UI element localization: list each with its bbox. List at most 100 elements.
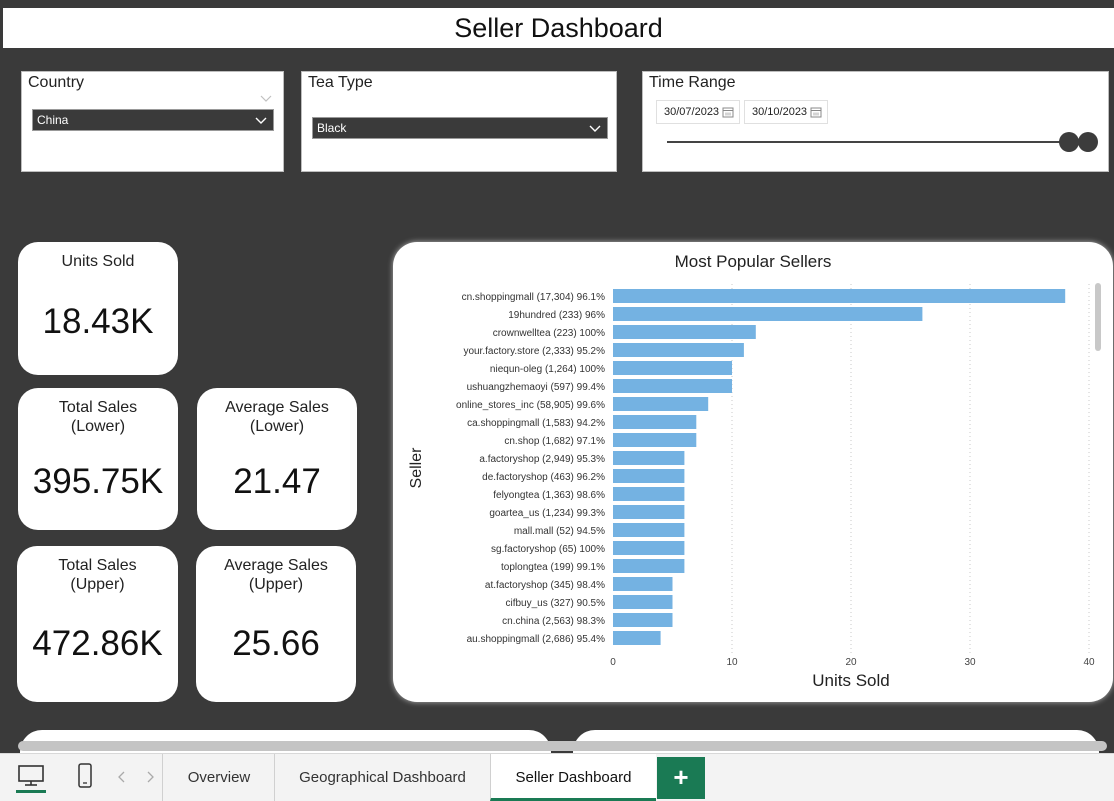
category-label: online_stores_inc (58,905) 99.6% [456, 400, 605, 411]
x-tick-label: 0 [610, 657, 616, 668]
time-range-slicer: Time Range 30/07/2023 30/10/2023 [642, 71, 1109, 172]
y-axis-label: Seller [408, 447, 425, 489]
add-page-button[interactable]: + [657, 757, 705, 799]
label-line: Average Sales [224, 557, 328, 574]
tea-type-label: Tea Type [308, 74, 373, 91]
date-range-start-handle[interactable] [1059, 132, 1079, 152]
category-label: ca.shoppingmall (1,583) 94.2% [467, 418, 605, 429]
tea-type-slicer: Tea Type Black [301, 71, 617, 172]
country-dropdown[interactable]: China [32, 109, 274, 131]
chart-title: Most Popular Sellers [675, 252, 832, 271]
x-tick-label: 30 [964, 657, 976, 668]
bar[interactable] [613, 325, 756, 339]
active-view-indicator [16, 790, 46, 793]
bar[interactable] [613, 613, 673, 627]
units-sold-label: Units Sold [61, 253, 135, 270]
end-date-input[interactable]: 30/10/2023 [744, 100, 828, 124]
title-bar: Seller Dashboard [3, 8, 1114, 48]
label-line: Average Sales [225, 399, 329, 416]
category-label: niequn-oleg (1,264) 100% [490, 364, 605, 375]
bar[interactable] [613, 289, 1066, 303]
category-label: crownwelltea (223) 100% [493, 328, 605, 339]
average-sales-lower-label: Average Sales (Lower) [197, 398, 357, 436]
x-axis-label: Units Sold [812, 671, 889, 690]
category-label: cn.china (2,563) 98.3% [502, 616, 605, 627]
category-label: felyongtea (1,363) 98.6% [493, 490, 605, 501]
chevron-right-icon[interactable] [145, 771, 155, 783]
page-tab-bar: Overview Geographical Dashboard Seller D… [0, 753, 1114, 801]
bar[interactable] [613, 379, 732, 393]
bar[interactable] [613, 433, 697, 447]
category-label: au.shoppingmall (2,686) 95.4% [467, 634, 606, 645]
start-date-input[interactable]: 30/07/2023 [656, 100, 740, 124]
bar[interactable] [613, 361, 732, 375]
bar[interactable] [613, 415, 697, 429]
desktop-view-icon[interactable] [16, 764, 46, 788]
total-sales-upper-value: 472.86K [32, 624, 163, 663]
average-sales-upper-card: Average Sales (Upper) 25.66 [196, 546, 356, 702]
total-sales-upper-card: Total Sales (Upper) 472.86K [17, 546, 178, 702]
country-label: Country [28, 74, 85, 91]
bar[interactable] [613, 343, 744, 357]
x-tick-label: 40 [1083, 657, 1095, 668]
tab-seller-dashboard[interactable]: Seller Dashboard [490, 754, 656, 801]
date-range-end-handle[interactable] [1078, 132, 1098, 152]
tea-type-dropdown[interactable]: Black [312, 117, 608, 139]
category-label: at.factoryshop (345) 98.4% [485, 580, 605, 591]
category-label: toplongtea (199) 99.1% [501, 562, 605, 573]
label-line: (Lower) [249, 418, 305, 435]
chevron-down-icon [255, 117, 267, 124]
category-label: 19hundred (233) 96% [508, 310, 605, 321]
category-label: a.factoryshop (2,949) 95.3% [479, 454, 605, 465]
country-slicer: Country China [21, 71, 284, 172]
end-date-value: 30/10/2023 [752, 106, 808, 118]
bar[interactable] [613, 577, 673, 591]
chevron-left-icon[interactable] [117, 771, 127, 783]
time-range-label: Time Range [649, 74, 736, 91]
x-tick-label: 20 [845, 657, 857, 668]
category-label: your.factory.store (2,333) 95.2% [463, 346, 605, 357]
category-label: mall.mall (52) 94.5% [514, 526, 605, 537]
bar[interactable] [613, 559, 685, 573]
left-edge [0, 8, 3, 753]
date-range-slider-track[interactable] [667, 141, 1067, 143]
category-label: sg.factoryshop (65) 100% [491, 544, 605, 555]
total-sales-lower-label: Total Sales (Lower) [18, 398, 178, 436]
bar[interactable] [613, 307, 923, 321]
start-date-value: 30/07/2023 [664, 106, 720, 118]
x-tick-label: 10 [726, 657, 738, 668]
bar[interactable] [613, 541, 685, 555]
category-label: goartea_us (1,234) 99.3% [489, 508, 605, 519]
average-sales-lower-value: 21.47 [233, 462, 321, 501]
country-value: China [37, 113, 69, 127]
chevron-down-icon [589, 125, 601, 132]
category-label: cn.shoppingmall (17,304) 96.1% [462, 292, 606, 303]
category-label: cn.shop (1,682) 97.1% [504, 436, 605, 447]
bar[interactable] [613, 469, 685, 483]
bar-chart-svg: Most Popular Sellers cn.shoppingmall (17,… [408, 252, 1095, 690]
page-horizontal-scrollbar[interactable] [18, 741, 1107, 751]
most-popular-sellers-chart: Most Popular Sellers cn.shoppingmall (17,… [393, 242, 1113, 702]
units-sold-card: Units Sold 18.43K [18, 242, 178, 375]
chevron-down-icon [260, 95, 272, 102]
tab-geographical-dashboard[interactable]: Geographical Dashboard [274, 754, 490, 801]
calendar-icon[interactable] [722, 106, 734, 118]
bar[interactable] [613, 595, 673, 609]
bar[interactable] [613, 523, 685, 537]
label-line: (Lower) [70, 418, 126, 435]
chart-vertical-scrollbar[interactable] [1095, 283, 1101, 351]
mobile-view-icon[interactable] [76, 762, 94, 790]
label-line: Total Sales [58, 399, 138, 416]
bar[interactable] [613, 505, 685, 519]
bar[interactable] [613, 631, 661, 645]
average-sales-upper-label: Average Sales (Upper) [196, 556, 356, 594]
bar[interactable] [613, 451, 685, 465]
bar[interactable] [613, 397, 709, 411]
calendar-icon[interactable] [810, 106, 822, 118]
units-sold-value: 18.43K [42, 302, 154, 341]
total-sales-upper-label: Total Sales (Upper) [17, 556, 178, 594]
category-label: cifbuy_us (327) 90.5% [505, 598, 605, 609]
label-line: Total Sales [58, 557, 137, 574]
tab-overview[interactable]: Overview [162, 754, 275, 801]
bar[interactable] [613, 487, 685, 501]
